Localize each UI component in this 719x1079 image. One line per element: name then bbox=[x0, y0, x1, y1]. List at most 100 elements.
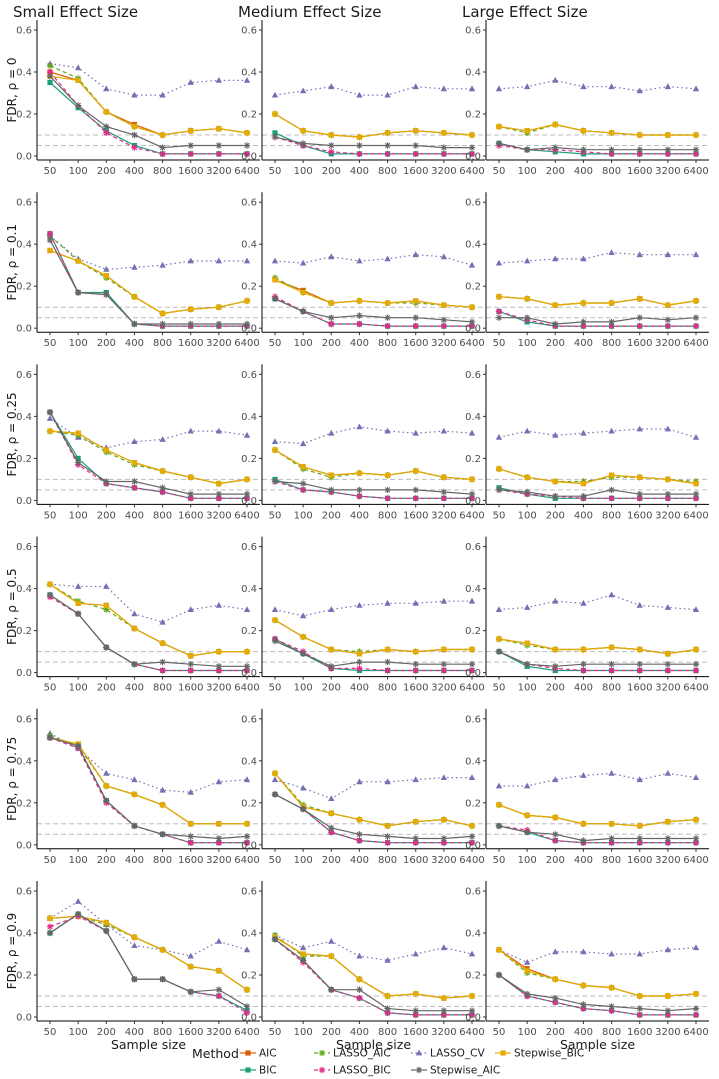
x-tick-label: 3200 bbox=[431, 510, 456, 521]
legend-item: AIC bbox=[240, 1048, 277, 1060]
data-point bbox=[441, 646, 447, 653]
data-point bbox=[412, 667, 419, 674]
series-line bbox=[49, 235, 247, 271]
data-point bbox=[216, 304, 222, 310]
data-point bbox=[636, 1011, 643, 1019]
y-tick-label: 0.4 bbox=[16, 68, 32, 79]
x-tick-label: 200 bbox=[546, 1027, 565, 1038]
data-point bbox=[440, 495, 448, 502]
data-point bbox=[580, 837, 587, 844]
data-point bbox=[187, 490, 194, 498]
x-tick-label: 400 bbox=[350, 683, 369, 694]
series-line bbox=[49, 594, 247, 667]
legend-item: Stepwise_BIC bbox=[495, 1048, 584, 1060]
data-point bbox=[580, 146, 587, 153]
data-point bbox=[495, 606, 503, 612]
x-tick-label: 200 bbox=[322, 338, 341, 349]
x-tick-label: 50 bbox=[44, 683, 57, 694]
x-tick-label: 800 bbox=[602, 338, 621, 349]
x-tick-label: 1600 bbox=[403, 510, 428, 521]
x-tick-label: 200 bbox=[546, 683, 565, 694]
x-tick-label: 100 bbox=[294, 683, 313, 694]
data-point bbox=[328, 663, 335, 670]
series-line bbox=[274, 298, 473, 323]
series-line bbox=[274, 936, 473, 999]
data-point bbox=[272, 447, 278, 453]
y-tick-label: 0.4 bbox=[241, 584, 257, 595]
data-point bbox=[215, 77, 223, 83]
series-line bbox=[498, 142, 696, 151]
series-line bbox=[49, 913, 248, 1008]
data-point bbox=[440, 316, 448, 323]
data-point bbox=[468, 833, 476, 840]
x-tick-label: 200 bbox=[322, 683, 341, 694]
data-point bbox=[636, 839, 643, 846]
data-point bbox=[523, 959, 531, 965]
series-line bbox=[498, 123, 696, 136]
data-point bbox=[356, 150, 363, 158]
series-line bbox=[274, 793, 473, 840]
data-point bbox=[693, 646, 699, 653]
data-point bbox=[243, 150, 251, 158]
data-point bbox=[608, 249, 615, 255]
y-tick-label: 0.6 bbox=[465, 370, 481, 381]
data-point bbox=[103, 797, 110, 804]
x-tick-label: 800 bbox=[378, 166, 397, 177]
data-point bbox=[580, 1001, 587, 1008]
data-point bbox=[131, 822, 138, 830]
x-tick-label: 100 bbox=[294, 338, 313, 349]
series-line bbox=[274, 640, 472, 667]
series-line bbox=[49, 71, 247, 155]
data-point bbox=[159, 468, 166, 474]
series-line bbox=[49, 239, 247, 325]
x-tick-label: 200 bbox=[546, 166, 565, 177]
data-point bbox=[243, 833, 251, 840]
data-point bbox=[299, 784, 307, 791]
data-point bbox=[299, 440, 307, 447]
x-tick-label: 400 bbox=[125, 1027, 144, 1038]
series-line bbox=[49, 737, 247, 825]
series-line bbox=[274, 254, 473, 266]
x-tick-label: 50 bbox=[269, 1027, 282, 1038]
x-tick-label: 1600 bbox=[627, 166, 652, 177]
data-point bbox=[440, 839, 448, 846]
data-point bbox=[299, 87, 307, 94]
series-line bbox=[49, 411, 247, 499]
data-point bbox=[693, 991, 699, 997]
data-point bbox=[384, 472, 391, 478]
legend-label: Stepwise_AIC bbox=[430, 1065, 500, 1077]
data-point bbox=[131, 976, 138, 983]
x-tick-label: 50 bbox=[44, 855, 57, 866]
x-tick-label: 1600 bbox=[178, 338, 203, 349]
series-line bbox=[274, 776, 472, 800]
series-line bbox=[49, 737, 247, 844]
data-point bbox=[692, 774, 700, 780]
y-tick-label: 0.4 bbox=[465, 756, 481, 767]
y-tick-label: 0.0 bbox=[16, 152, 32, 163]
panel: 0.0 0.2 0.4 0.6 50 100 200 400 800 1600 3200 6400 bbox=[465, 192, 709, 349]
data-point bbox=[384, 993, 391, 999]
x-tick-label: 200 bbox=[97, 510, 116, 521]
y-tick-label: 0.0 bbox=[16, 324, 32, 335]
data-point bbox=[665, 819, 671, 825]
legend-marker bbox=[245, 1050, 251, 1056]
data-point bbox=[75, 600, 81, 606]
series-line bbox=[49, 411, 247, 495]
data-point bbox=[74, 742, 82, 750]
data-point bbox=[664, 251, 672, 258]
x-tick-label: 400 bbox=[574, 510, 593, 521]
data-point bbox=[47, 247, 53, 254]
data-point bbox=[523, 604, 531, 610]
data-point bbox=[495, 140, 503, 147]
data-point bbox=[159, 436, 166, 442]
data-point bbox=[356, 142, 363, 149]
data-point bbox=[131, 791, 138, 797]
data-point bbox=[159, 320, 166, 328]
data-point bbox=[384, 658, 391, 666]
panel: 0.0 0.2 0.4 0.6 50 100 200 400 800 1600 3200 6400 bbox=[16, 881, 260, 1038]
data-point bbox=[159, 144, 166, 151]
data-point bbox=[468, 318, 476, 326]
data-point bbox=[468, 774, 476, 780]
data-point bbox=[215, 257, 223, 264]
data-point bbox=[272, 277, 278, 283]
